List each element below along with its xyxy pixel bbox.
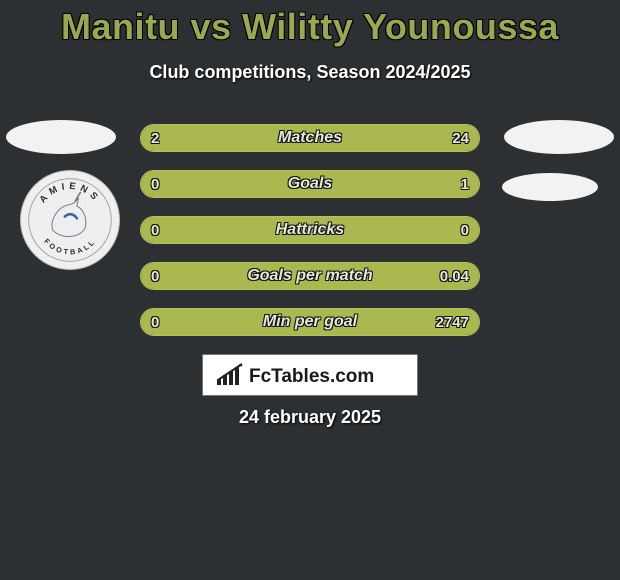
stat-row: Goals per match0 0.04	[140, 262, 480, 290]
stat-row: Matches2 24	[140, 124, 480, 152]
infographic-canvas: Manitu vs Wilitty Younoussa Club competi…	[0, 0, 620, 580]
amiens-badge-icon: AMIENS FOOTBALL	[27, 177, 113, 263]
brand-box: FcTables.com	[202, 354, 418, 396]
stat-value-right: 1	[461, 171, 469, 197]
stat-value-left: 0	[151, 309, 159, 335]
stat-label: Goals per match	[141, 263, 479, 289]
page-title: Manitu vs Wilitty Younoussa	[0, 0, 620, 48]
stat-row: Goals0 1	[140, 170, 480, 198]
stat-value-right: 2747	[436, 309, 469, 335]
stat-row: Min per goal0 2747	[140, 308, 480, 336]
stat-label: Matches	[141, 125, 479, 151]
brand-text: FcTables.com	[249, 366, 374, 387]
stat-value-left: 0	[151, 263, 159, 289]
player-right-club-placeholder	[502, 173, 598, 201]
player-right-avatar-placeholder	[504, 120, 614, 154]
stat-value-right: 0.04	[440, 263, 469, 289]
stat-value-right: 0	[461, 217, 469, 243]
subtitle: Club competitions, Season 2024/2025	[0, 62, 620, 83]
stat-value-left: 0	[151, 171, 159, 197]
date-text: 24 february 2025	[0, 407, 620, 428]
stat-value-left: 0	[151, 217, 159, 243]
stat-label: Hattricks	[141, 217, 479, 243]
stat-value-right: 24	[452, 125, 469, 151]
stat-value-left: 2	[151, 125, 159, 151]
club-badge-left: AMIENS FOOTBALL	[20, 170, 120, 270]
stat-label: Min per goal	[141, 309, 479, 335]
stat-label: Goals	[141, 171, 479, 197]
stat-row: Hattricks0 0	[140, 216, 480, 244]
stat-bars: Matches224Goals01Hattricks00Goals per ma…	[140, 124, 480, 354]
player-left-avatar-placeholder	[6, 120, 116, 154]
fctables-logo-icon: FcTables.com	[215, 361, 405, 389]
